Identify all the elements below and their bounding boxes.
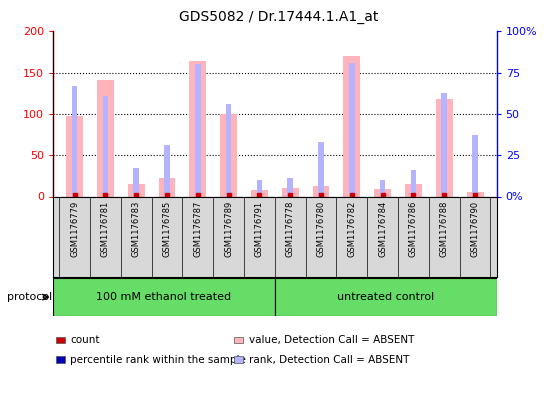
Bar	[318, 142, 324, 196]
Text: GSM1176780: GSM1176780	[316, 200, 325, 257]
Bar	[472, 136, 478, 196]
Text: GDS5082 / Dr.17444.1.A1_at: GDS5082 / Dr.17444.1.A1_at	[179, 10, 379, 24]
Bar	[282, 188, 299, 196]
Bar	[72, 86, 78, 196]
Text: GSM1176786: GSM1176786	[409, 200, 418, 257]
Text: GSM1176779: GSM1176779	[70, 200, 79, 257]
Bar	[128, 184, 145, 196]
Bar	[411, 170, 416, 196]
Text: GSM1176787: GSM1176787	[193, 200, 203, 257]
Text: 100 mM ethanol treated: 100 mM ethanol treated	[97, 292, 232, 302]
Bar	[220, 114, 237, 196]
Bar	[66, 116, 83, 196]
Bar	[436, 99, 453, 196]
Text: GSM1176788: GSM1176788	[440, 200, 449, 257]
Bar	[53, 278, 275, 316]
Bar	[103, 96, 108, 196]
Bar	[133, 169, 139, 196]
Text: GSM1176782: GSM1176782	[347, 200, 357, 257]
Bar	[312, 186, 329, 196]
Bar	[380, 180, 386, 196]
Text: GSM1176781: GSM1176781	[101, 200, 110, 257]
Text: GSM1176785: GSM1176785	[162, 200, 171, 257]
Bar	[189, 61, 206, 196]
Bar	[343, 56, 360, 196]
Text: value, Detection Call = ABSENT: value, Detection Call = ABSENT	[249, 335, 414, 345]
Bar	[97, 80, 114, 196]
Bar	[195, 64, 200, 196]
Bar	[405, 184, 422, 196]
Bar	[441, 92, 447, 196]
Text: GSM1176789: GSM1176789	[224, 200, 233, 257]
Bar	[349, 63, 354, 196]
Text: rank, Detection Call = ABSENT: rank, Detection Call = ABSENT	[249, 354, 409, 365]
Text: protocol: protocol	[7, 292, 52, 302]
Text: percentile rank within the sample: percentile rank within the sample	[70, 354, 246, 365]
Text: count: count	[70, 335, 100, 345]
Text: GSM1176790: GSM1176790	[470, 200, 479, 257]
Text: GSM1176784: GSM1176784	[378, 200, 387, 257]
Bar	[251, 190, 268, 196]
Text: GSM1176778: GSM1176778	[286, 200, 295, 257]
Bar	[466, 191, 484, 196]
Bar	[164, 145, 170, 196]
Text: GSM1176791: GSM1176791	[255, 200, 264, 257]
Bar	[287, 178, 293, 196]
Text: untreated control: untreated control	[337, 292, 434, 302]
Text: GSM1176783: GSM1176783	[132, 200, 141, 257]
Bar	[158, 178, 175, 196]
Bar	[257, 180, 262, 196]
Bar	[226, 104, 232, 196]
Bar	[275, 278, 497, 316]
Bar	[374, 189, 391, 196]
